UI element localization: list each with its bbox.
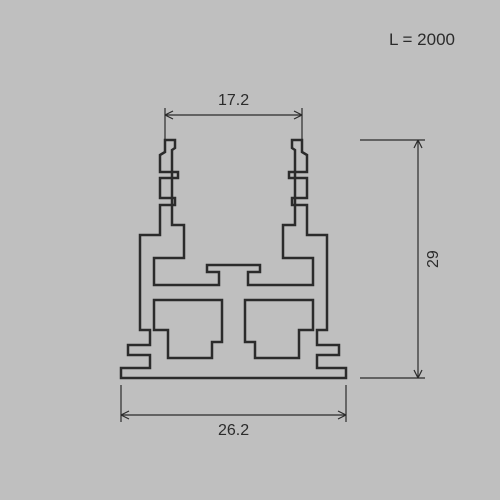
profile-outline	[121, 140, 346, 378]
dim-right-value: 29	[425, 250, 442, 268]
dimension-top: 17.2	[165, 92, 302, 145]
dimension-right: 29	[360, 140, 442, 378]
dim-top-value: 17.2	[218, 92, 249, 109]
cross-section-svg: 17.2 26.2 29	[0, 0, 500, 500]
dim-bottom-value: 26.2	[218, 422, 249, 439]
dimension-bottom: 26.2	[121, 385, 346, 439]
diagram-canvas: L = 2000 17.2 26.2	[0, 0, 500, 500]
